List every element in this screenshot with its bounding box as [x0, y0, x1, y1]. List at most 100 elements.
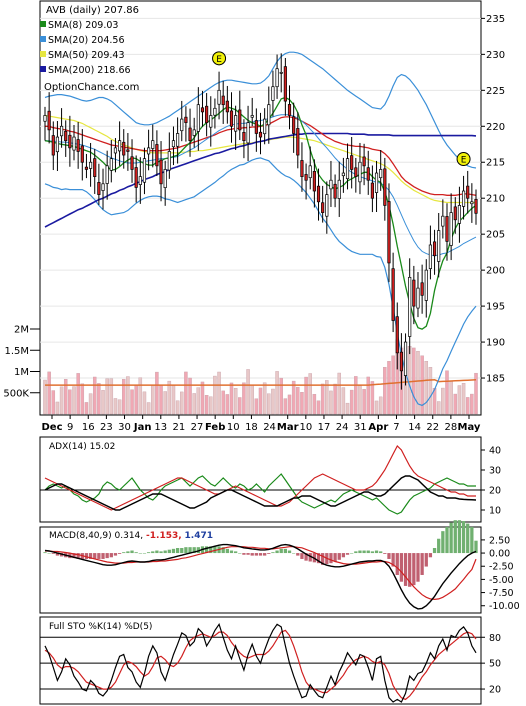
- volume-bar: [159, 384, 163, 415]
- macd-histogram-bar: [155, 550, 159, 554]
- volume-bar: [55, 401, 60, 415]
- volume-bar: [366, 376, 370, 415]
- candle-body: [68, 134, 72, 149]
- macd-histogram-bar: [105, 553, 109, 559]
- candle-body: [333, 183, 337, 199]
- macd-histogram-bar: [109, 553, 113, 558]
- candle-body: [122, 141, 126, 156]
- volume-bar: [457, 385, 462, 415]
- earnings-marker: [212, 51, 227, 66]
- candle-body: [283, 66, 287, 102]
- volume-bar: [151, 384, 155, 415]
- macd-histogram-bar: [180, 548, 184, 554]
- macd-hist-value: 1.471: [185, 531, 213, 541]
- volume-bar: [113, 398, 118, 415]
- volume-bar: [271, 388, 275, 415]
- candle-body: [412, 279, 416, 307]
- adx-panel: 10 20 30 40 ADX(14) 15.02: [39, 436, 501, 523]
- volume-bar: [329, 390, 333, 415]
- macd-histogram-bar: [432, 548, 437, 554]
- candle-body: [383, 168, 387, 206]
- candle-body: [105, 165, 109, 184]
- candle-body: [89, 161, 93, 169]
- volume-bar: [155, 371, 159, 415]
- candle-body: [341, 172, 345, 177]
- candle-body: [358, 161, 362, 183]
- macd-histogram-bar: [287, 550, 292, 554]
- volume-bar: [333, 383, 337, 415]
- volume-bar: [354, 376, 358, 415]
- candle-body: [109, 158, 113, 171]
- volume-bar: [391, 355, 395, 415]
- date-tick-label: Feb: [205, 422, 225, 433]
- date-tick-label: Mar: [277, 422, 299, 433]
- candle-body: [391, 268, 395, 321]
- macd-histogram-bar: [395, 553, 399, 575]
- volume-bar: [378, 396, 383, 415]
- legend-label: SMA(20) 204.56: [48, 35, 125, 46]
- sto-tick-label: 20: [489, 685, 501, 696]
- candle-body: [130, 156, 134, 170]
- price-panel-frame: [39, 0, 482, 416]
- macd-histogram-bar: [387, 553, 391, 559]
- macd-histogram-bar: [416, 553, 420, 582]
- volume-bar: [200, 381, 205, 415]
- candle-body: [445, 216, 449, 242]
- macd-histogram-bar: [428, 553, 433, 558]
- volume-bar: [424, 361, 429, 415]
- candle-body: [337, 179, 341, 199]
- candle-body: [84, 166, 89, 170]
- candle-body: [213, 107, 217, 116]
- candle-body: [221, 95, 225, 106]
- stochastic-lines: 20 50 80: [40, 622, 501, 703]
- candle-body: [163, 169, 167, 188]
- candle-body: [97, 182, 101, 195]
- macd-lines: 2.50 0.00 -2.50 -5.00 -7.50 -10.00: [43, 520, 520, 612]
- date-tick-label: 22: [426, 422, 439, 433]
- volume-bar: [374, 400, 379, 415]
- candle-body: [138, 176, 142, 185]
- volume-bar: [474, 372, 478, 415]
- volume-bar: [175, 400, 180, 415]
- volume-bar: [192, 393, 196, 415]
- macd-histogram-bar: [93, 553, 97, 559]
- macd-panel-frame: [39, 526, 482, 614]
- candle-body: [461, 190, 466, 207]
- date-tick-label: 28: [445, 422, 458, 433]
- volume-bar: [204, 395, 209, 415]
- macd-histogram-bar: [43, 552, 47, 554]
- volume-bar: [453, 393, 458, 415]
- volume-bar: [163, 391, 167, 415]
- volume-bar: [287, 394, 292, 415]
- date-tick-label: 7: [393, 422, 399, 433]
- macd-histogram-bar: [122, 552, 126, 554]
- volume-bar: [345, 402, 350, 415]
- candle-body: [449, 212, 453, 246]
- macd-histogram-bar: [275, 550, 279, 554]
- candle-body: [238, 109, 242, 131]
- macd-histogram-bar: [238, 553, 242, 554]
- volume-bar: [312, 394, 317, 415]
- macd-histogram-bar: [250, 553, 254, 556]
- legend-swatch: [40, 66, 46, 72]
- price-tick-label: 190: [486, 338, 505, 349]
- volume-bar: [217, 371, 221, 415]
- volume-bar: [88, 393, 93, 415]
- candle-body: [196, 104, 200, 132]
- macd-histogram-bar: [213, 546, 217, 554]
- candle-body: [279, 71, 283, 74]
- macd-histogram-bar: [51, 553, 55, 554]
- legend-swatch: [40, 51, 46, 57]
- candle-body: [424, 269, 428, 301]
- macd-histogram-bar: [470, 526, 474, 554]
- volume-bar: [146, 402, 151, 415]
- volume-average-line: [45, 378, 477, 386]
- price-tick-label: 220: [486, 122, 505, 133]
- legend-label: SMA(200) 218.66: [48, 65, 131, 76]
- volume-bar: [242, 382, 246, 415]
- macd-histogram-bar: [441, 531, 445, 554]
- candle-body: [217, 89, 221, 105]
- macd-histogram-bar: [321, 553, 325, 565]
- macd-histogram-bar: [461, 521, 466, 554]
